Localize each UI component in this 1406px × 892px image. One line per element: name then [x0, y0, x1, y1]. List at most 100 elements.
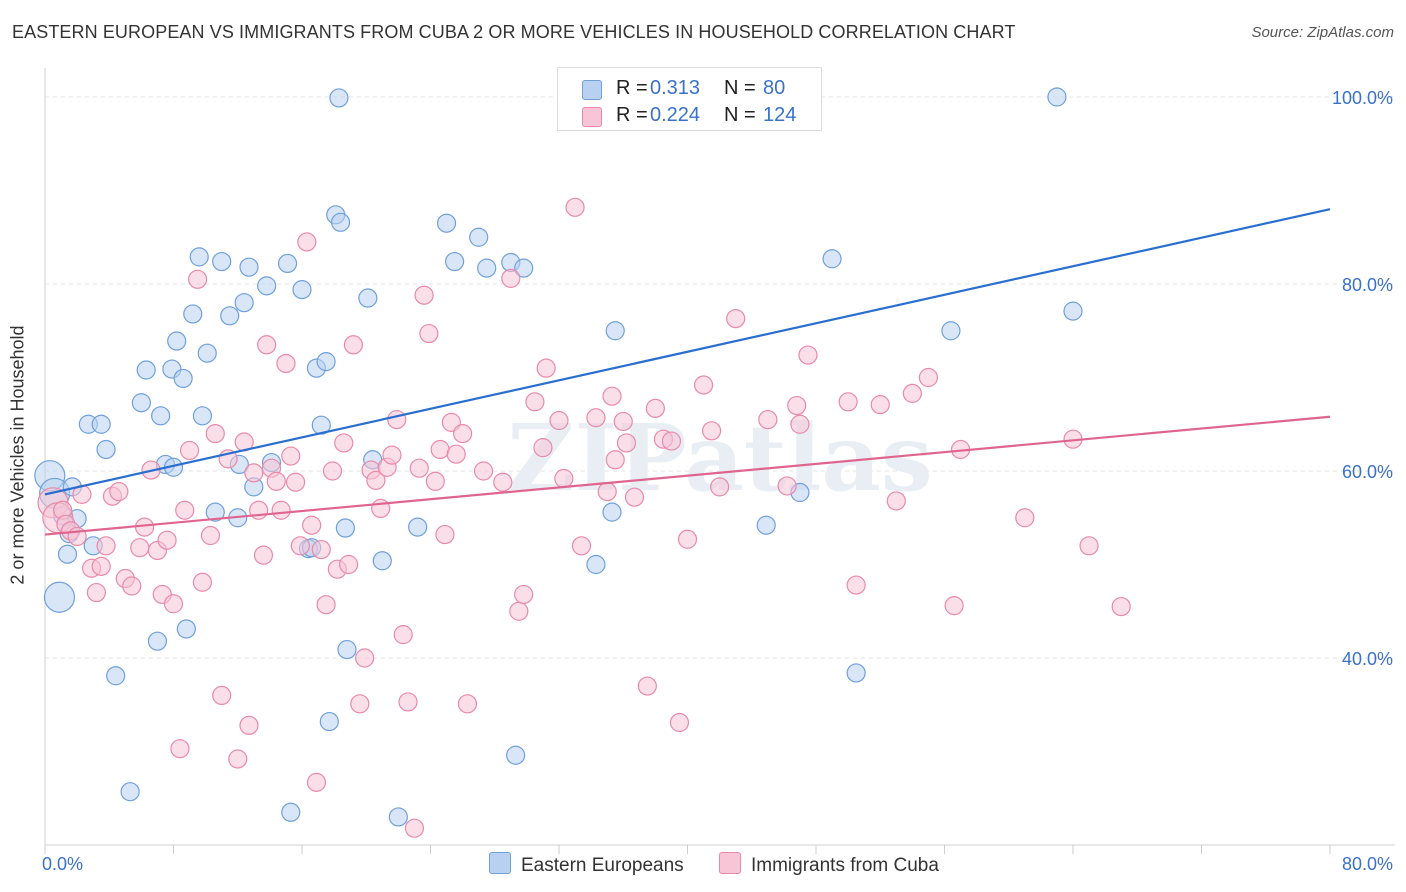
- data-point: [91, 556, 111, 576]
- data-point: [197, 343, 217, 363]
- data-point: [436, 213, 457, 233]
- source-label: Source: ZipAtlas.com: [1251, 24, 1394, 41]
- data-point: [586, 554, 606, 575]
- r-value: 0.313: [650, 77, 701, 99]
- data-point: [228, 749, 248, 769]
- pink-swatch: [582, 107, 602, 127]
- data-point: [419, 323, 439, 344]
- data-point: [554, 468, 574, 489]
- data-point: [136, 360, 156, 380]
- data-point: [311, 539, 331, 560]
- data-point: [701, 421, 722, 441]
- data-point: [409, 458, 429, 478]
- data-point: [322, 461, 343, 481]
- axes: [44, 68, 1395, 854]
- x-tick-label: 80.0%: [1342, 854, 1393, 874]
- data-point: [388, 807, 408, 827]
- data-point: [329, 88, 349, 108]
- data-point: [514, 584, 534, 605]
- data-point: [777, 476, 797, 496]
- data-point: [677, 529, 698, 549]
- data-point: [382, 445, 402, 465]
- data-point: [372, 551, 392, 571]
- data-point: [212, 251, 232, 272]
- data-point: [170, 739, 190, 759]
- data-point: [86, 582, 107, 603]
- data-point: [469, 227, 489, 247]
- data-point: [319, 711, 339, 732]
- data-point: [886, 491, 906, 511]
- data-point: [453, 424, 473, 444]
- x-tick-label: 0.0%: [42, 854, 83, 874]
- data-point: [870, 395, 890, 415]
- data-point: [838, 392, 858, 412]
- data-point: [285, 472, 306, 492]
- data-point: [183, 304, 203, 324]
- data-point: [371, 498, 391, 518]
- data-point: [586, 408, 606, 428]
- data-point: [387, 409, 407, 430]
- chart-title: EASTERN EUROPEAN VS IMMIGRANTS FROM CUBA…: [12, 22, 1016, 42]
- pink-swatch: [719, 852, 741, 874]
- data-point: [693, 375, 714, 395]
- data-point: [355, 648, 375, 668]
- data-point: [96, 439, 116, 460]
- data-point: [726, 308, 746, 329]
- data-point: [179, 440, 200, 461]
- data-point: [393, 625, 413, 645]
- data-point: [509, 601, 529, 621]
- data-point: [514, 258, 534, 278]
- data-point: [316, 352, 336, 372]
- data-point: [1079, 536, 1099, 556]
- n-label: N =: [724, 104, 756, 126]
- data-point: [239, 715, 259, 735]
- data-point: [244, 463, 264, 483]
- data-point: [257, 276, 277, 296]
- data-point: [130, 538, 150, 558]
- data-point: [941, 321, 961, 341]
- data-point: [338, 554, 359, 575]
- data-point: [266, 471, 286, 491]
- data-point: [1047, 87, 1067, 107]
- data-point: [281, 802, 301, 822]
- data-point: [525, 392, 545, 412]
- trend-lines: [44, 208, 1331, 536]
- data-point: [902, 383, 922, 403]
- data-point: [408, 517, 428, 537]
- data-point: [106, 666, 126, 686]
- data-point: [234, 293, 254, 313]
- n-label: N =: [724, 77, 756, 99]
- data-point: [430, 439, 450, 460]
- data-point: [175, 500, 195, 520]
- data-point: [1111, 596, 1131, 617]
- data-point: [602, 386, 622, 406]
- data-point: [501, 268, 521, 288]
- data-point: [220, 306, 240, 326]
- legend-row-eastern-europeans: R = 0.313 N = 80: [558, 74, 821, 102]
- data-point: [316, 595, 336, 615]
- data-point: [187, 269, 208, 289]
- data-point: [131, 393, 151, 413]
- r-label: R =: [616, 77, 648, 99]
- data-point: [163, 594, 184, 614]
- data-point: [605, 450, 625, 470]
- data-point: [571, 536, 592, 556]
- data-point: [605, 321, 625, 341]
- data-point: [613, 411, 633, 432]
- legend-label: Eastern Europeans: [521, 855, 684, 876]
- data-point: [846, 663, 866, 683]
- data-point: [96, 536, 116, 556]
- data-point: [822, 249, 842, 269]
- legend-item-eastern-europeans: Eastern Europeans: [489, 852, 684, 877]
- n-value: 124: [763, 104, 797, 126]
- data-point: [549, 410, 569, 431]
- data-point: [276, 353, 296, 374]
- data-point: [173, 368, 193, 389]
- n-value: 80: [763, 77, 786, 99]
- data-point: [536, 358, 556, 378]
- y-tick-label: 60.0%: [1342, 462, 1393, 482]
- legend-label: Immigrants from Cuba: [751, 855, 939, 876]
- data-point: [167, 331, 187, 351]
- trend-line-eastern-europeans: [44, 208, 1331, 496]
- data-point: [624, 487, 645, 507]
